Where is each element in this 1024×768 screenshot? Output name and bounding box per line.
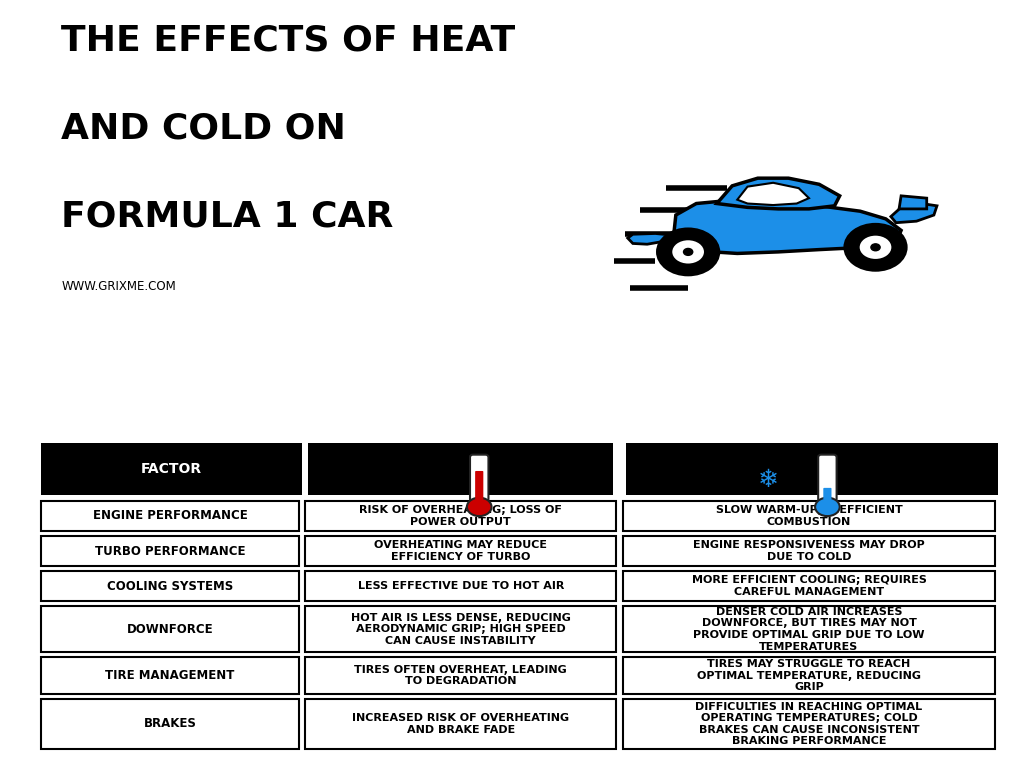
Polygon shape: [717, 178, 840, 209]
Text: OVERHEATING MAY REDUCE
EFFICIENCY OF TURBO: OVERHEATING MAY REDUCE EFFICIENCY OF TUR…: [375, 540, 547, 562]
FancyBboxPatch shape: [470, 455, 488, 502]
Text: MORE EFFICIENT COOLING; REQUIRES
CAREFUL MANAGEMENT: MORE EFFICIENT COOLING; REQUIRES CAREFUL…: [691, 575, 927, 597]
Bar: [41, 501, 299, 531]
Bar: [623, 536, 995, 566]
Polygon shape: [737, 183, 809, 205]
Bar: [41, 699, 299, 749]
Text: HOT AIR IS LESS DENSE, REDUCING
AERODYNAMIC GRIP; HIGH SPEED
CAN CAUSE INSTABILI: HOT AIR IS LESS DENSE, REDUCING AERODYNA…: [351, 613, 570, 646]
Text: FORMULA 1 CAR: FORMULA 1 CAR: [61, 200, 394, 233]
Text: FACTOR: FACTOR: [141, 462, 202, 476]
Text: SLOW WARM-UP; INEFFICIENT
COMBUSTION: SLOW WARM-UP; INEFFICIENT COMBUSTION: [716, 505, 902, 527]
Text: DOWNFORCE: DOWNFORCE: [127, 623, 213, 636]
Text: AND COLD ON: AND COLD ON: [61, 111, 346, 145]
Polygon shape: [899, 196, 927, 209]
Text: TIRES MAY STRUGGLE TO REACH
OPTIMAL TEMPERATURE, REDUCING
GRIP: TIRES MAY STRUGGLE TO REACH OPTIMAL TEMP…: [697, 659, 921, 692]
Circle shape: [657, 229, 719, 275]
Bar: [305, 536, 616, 566]
Bar: [623, 571, 995, 601]
Text: INCREASED RISK OF OVERHEATING
AND BRAKE FADE: INCREASED RISK OF OVERHEATING AND BRAKE …: [352, 713, 569, 735]
Bar: [623, 606, 995, 652]
Circle shape: [870, 243, 880, 250]
Text: BRAKES: BRAKES: [143, 717, 197, 730]
Circle shape: [467, 498, 492, 516]
Text: RISK OF OVERHEATING; LOSS OF
POWER OUTPUT: RISK OF OVERHEATING; LOSS OF POWER OUTPU…: [359, 505, 562, 527]
Bar: [623, 657, 995, 694]
Text: TIRE MANAGEMENT: TIRE MANAGEMENT: [105, 669, 234, 682]
FancyBboxPatch shape: [823, 488, 831, 500]
Bar: [623, 501, 995, 531]
FancyBboxPatch shape: [818, 455, 837, 502]
Bar: [41, 606, 299, 652]
Bar: [626, 443, 998, 495]
Text: TIRES OFTEN OVERHEAT, LEADING
TO DEGRADATION: TIRES OFTEN OVERHEAT, LEADING TO DEGRADA…: [354, 665, 567, 687]
Bar: [41, 443, 302, 495]
Circle shape: [858, 234, 892, 260]
Bar: [308, 443, 613, 495]
Bar: [305, 657, 616, 694]
Bar: [41, 571, 299, 601]
Bar: [41, 536, 299, 566]
Text: WWW.GRIXME.COM: WWW.GRIXME.COM: [61, 280, 176, 293]
Bar: [41, 657, 299, 694]
Bar: [305, 571, 616, 601]
Circle shape: [684, 249, 692, 255]
Circle shape: [815, 498, 840, 516]
Text: COOLING SYSTEMS: COOLING SYSTEMS: [106, 580, 233, 593]
Text: ❄: ❄: [758, 468, 778, 492]
FancyBboxPatch shape: [475, 471, 483, 500]
Circle shape: [672, 240, 705, 264]
Bar: [305, 699, 616, 749]
Circle shape: [845, 224, 906, 270]
Polygon shape: [891, 204, 937, 223]
Text: THE EFFECTS OF HEAT: THE EFFECTS OF HEAT: [61, 23, 516, 57]
Text: LESS EFFECTIVE DUE TO HOT AIR: LESS EFFECTIVE DUE TO HOT AIR: [357, 581, 564, 591]
Text: TURBO PERFORMANCE: TURBO PERFORMANCE: [95, 545, 245, 558]
Text: ENGINE RESPONSIVENESS MAY DROP
DUE TO COLD: ENGINE RESPONSIVENESS MAY DROP DUE TO CO…: [693, 540, 925, 562]
Bar: [623, 699, 995, 749]
Text: DENSER COLD AIR INCREASES
DOWNFORCE, BUT TIRES MAY NOT
PROVIDE OPTIMAL GRIP DUE : DENSER COLD AIR INCREASES DOWNFORCE, BUT…: [693, 607, 925, 651]
Text: 🔥: 🔥: [422, 460, 438, 488]
Polygon shape: [674, 200, 901, 253]
Bar: [305, 606, 616, 652]
Polygon shape: [628, 233, 671, 244]
Text: ENGINE PERFORMANCE: ENGINE PERFORMANCE: [92, 509, 248, 522]
Text: DIFFICULTIES IN REACHING OPTIMAL
OPERATING TEMPERATURES; COLD
BRAKES CAN CAUSE I: DIFFICULTIES IN REACHING OPTIMAL OPERATI…: [695, 701, 923, 746]
Bar: [305, 501, 616, 531]
